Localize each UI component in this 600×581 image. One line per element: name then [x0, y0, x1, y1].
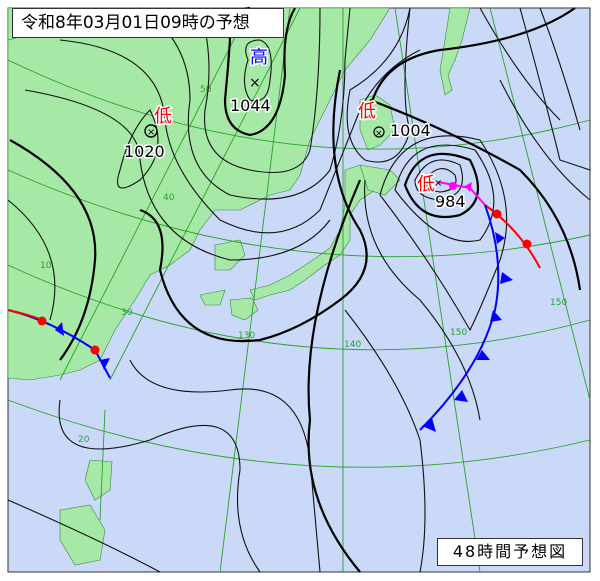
lon-label-150b: 150: [550, 298, 567, 308]
low-center-x-icon: ×: [375, 129, 383, 139]
high-center-x-icon: ×: [249, 75, 261, 91]
forecast-period-label: 48時間予想図: [437, 538, 583, 566]
low-center-x-icon: ×: [434, 178, 442, 189]
low-label: 低: [358, 101, 376, 122]
cold-front: [419, 204, 500, 431]
low-center-icon: [144, 124, 158, 138]
high-label: 高: [250, 47, 268, 68]
low-center-icon: [373, 126, 385, 138]
lat-lon-grid: 50 40 30 20 10 130 140 150 150: [7, 7, 591, 573]
lon-line-130: [99, 7, 301, 521]
low-label: 低: [154, 106, 172, 127]
lon-label-130: 130: [238, 331, 255, 341]
low-1004: 低 × 1004: [357, 100, 433, 142]
occluded-front-triangle: [465, 182, 472, 192]
lat-label-30: 30: [121, 308, 133, 318]
lat-label-10: 10: [40, 261, 52, 271]
isobars: [7, 6, 591, 573]
high-1044: 高 × 1044: [229, 46, 273, 117]
lon-line-120: [59, 7, 251, 381]
low-center-x-icon: ×: [147, 127, 155, 138]
lat-label-40: 40: [163, 193, 175, 203]
lat-label-20: 20: [78, 435, 90, 445]
land: [7, 7, 471, 566]
low-pressure-value: 1020: [124, 142, 165, 161]
lat-line-50: [7, 59, 591, 150]
warm-front-semicircle: [492, 209, 502, 219]
high-pressure-value: 1044: [230, 96, 271, 115]
occluded-front-semicircle: [449, 182, 457, 190]
lon-line-140a: [219, 7, 291, 573]
low-pressure-value: 1004: [390, 121, 431, 140]
lat-line-40: [7, 169, 591, 258]
low-1020: 低 × 1020: [123, 105, 174, 163]
cold-front-triangles: [422, 232, 513, 432]
warm-front-semicircle: [522, 239, 532, 249]
cold-front-triangles-west: [55, 322, 110, 370]
lon-line-150: [394, 7, 481, 573]
forecast-title: 令和8年03月01日09時の予想: [12, 8, 284, 38]
lat-label-50: 50: [200, 85, 212, 95]
warm-front-semicircle: [37, 316, 47, 326]
lon-line-160: [489, 7, 591, 401]
lon-label-150: 150: [450, 328, 467, 338]
low-pressure-value: 984: [435, 192, 466, 211]
lat-line-20: [7, 399, 591, 468]
low-label: 低: [417, 174, 435, 195]
fronts: [7, 181, 541, 432]
warm-front: [484, 204, 541, 269]
lon-label-140: 140: [344, 340, 361, 350]
warm-front-semicircle: [90, 345, 100, 355]
low-984: 低 × 984: [416, 173, 468, 213]
